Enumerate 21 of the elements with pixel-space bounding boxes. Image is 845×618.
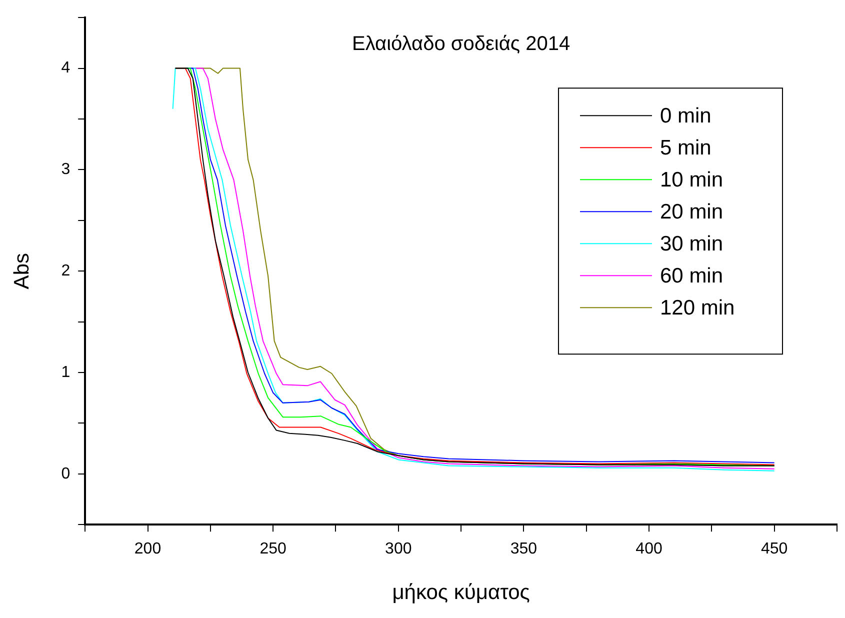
y-tick-label: 1 bbox=[61, 364, 70, 381]
legend-label: 0 min bbox=[660, 104, 712, 128]
legend-label: 30 min bbox=[660, 232, 724, 256]
legend-label: 60 min bbox=[660, 264, 724, 288]
x-tick-label: 200 bbox=[134, 540, 162, 558]
x-axis-title: μήκος κύματος bbox=[392, 581, 530, 604]
x-tick-label: 350 bbox=[510, 540, 538, 558]
y-tick-label: 2 bbox=[61, 262, 70, 280]
y-tick-label: 0 bbox=[61, 465, 70, 482]
y-axis-title: Abs bbox=[10, 253, 34, 290]
x-tick-label: 450 bbox=[760, 540, 788, 558]
legend-label: 10 min bbox=[660, 168, 724, 192]
text: Ελαιόλαδο σοδειάς 2014 bbox=[352, 33, 570, 56]
y-tick-label: 4 bbox=[61, 60, 70, 77]
y-tick-label: 3 bbox=[61, 161, 70, 178]
legend-label: 20 min bbox=[660, 200, 724, 224]
x-tick-label: 300 bbox=[385, 540, 412, 558]
legend-label: 5 min bbox=[660, 136, 712, 160]
legend-label: 120 min bbox=[660, 296, 735, 320]
x-tick-label: 250 bbox=[260, 540, 287, 558]
x-tick-label: 400 bbox=[636, 540, 662, 558]
